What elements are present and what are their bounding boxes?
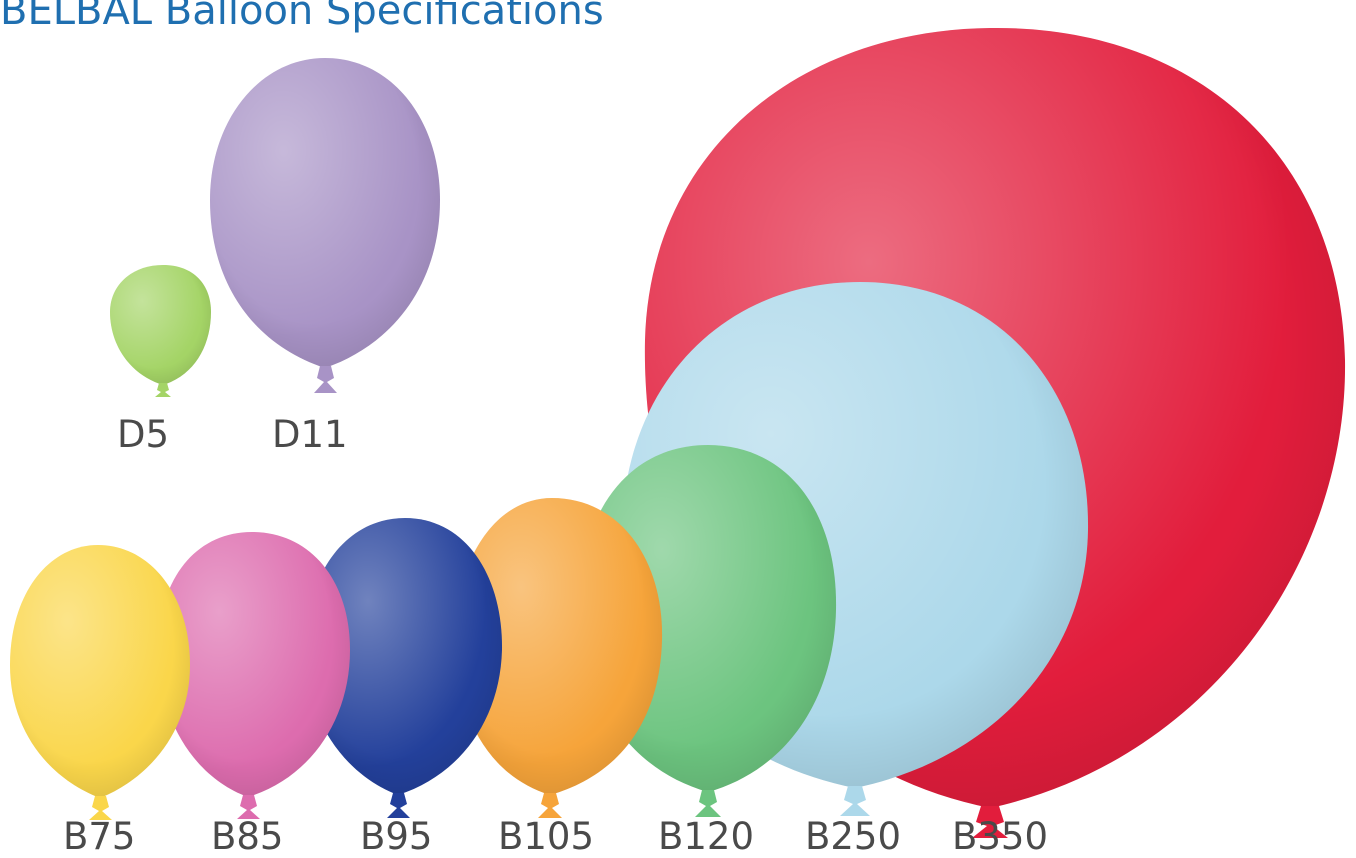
label-b75: B75 xyxy=(63,818,135,855)
label-b120: B120 xyxy=(658,818,754,855)
label-d11: D11 xyxy=(272,416,348,453)
label-b250: B250 xyxy=(805,818,901,855)
balloon-b75 xyxy=(10,545,190,820)
label-b85: B85 xyxy=(211,818,283,855)
label-b105: B105 xyxy=(498,818,594,855)
label-d5: D5 xyxy=(117,416,169,453)
label-b350: B350 xyxy=(952,818,1048,855)
balloon-d5 xyxy=(110,265,211,397)
balloon-d11 xyxy=(210,58,440,393)
label-b95: B95 xyxy=(360,818,432,855)
